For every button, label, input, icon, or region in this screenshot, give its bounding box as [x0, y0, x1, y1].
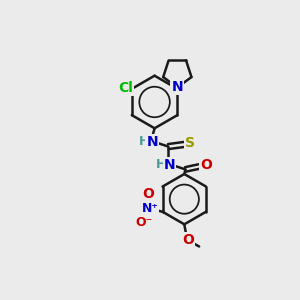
Text: N: N — [164, 158, 175, 172]
Text: O: O — [182, 232, 194, 247]
Text: H: H — [139, 136, 149, 148]
Text: O⁻: O⁻ — [135, 216, 152, 229]
Text: N: N — [146, 135, 158, 149]
Text: Cl: Cl — [118, 81, 133, 95]
Text: O: O — [142, 187, 154, 201]
Text: N⁺: N⁺ — [141, 202, 158, 215]
Text: N: N — [172, 80, 183, 94]
Text: H: H — [156, 158, 166, 171]
Text: O: O — [200, 158, 212, 172]
Text: S: S — [185, 136, 196, 150]
